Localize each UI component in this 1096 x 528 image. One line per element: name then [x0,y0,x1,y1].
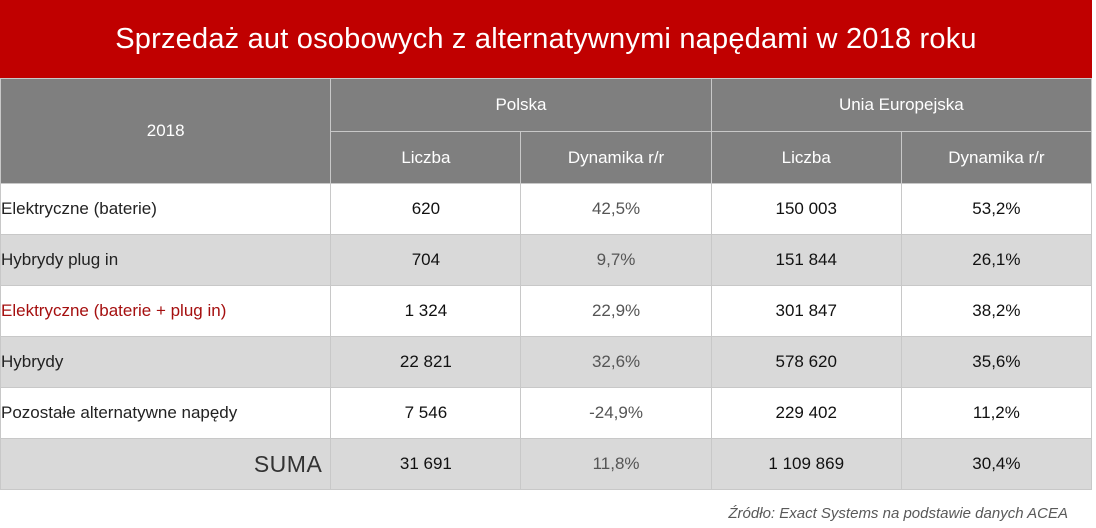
eu-dynamics-cell: 35,6% [900,336,1093,388]
header-eu-count: Liczba [710,131,902,184]
pl-count-cell: 31 691 [330,438,522,490]
eu-count-cell: 578 620 [710,336,902,388]
eu-count-cell: 151 844 [710,234,902,286]
eu-dynamics-cell: 26,1% [900,234,1093,286]
header-pl-dynamics: Dynamika r/r [520,131,712,184]
pl-count-cell: 704 [330,234,522,286]
table-row: Elektryczne (baterie + plug in) 1 324 22… [0,285,1093,337]
table-row: Hybrydy plug in 704 9,7% 151 844 26,1% [0,234,1093,286]
row-label: Elektryczne (baterie) [0,183,332,235]
eu-count-cell: 301 847 [710,285,902,337]
eu-dynamics-cell: 53,2% [900,183,1093,235]
pl-dynamics-cell: 11,8% [520,438,712,490]
pl-count-cell: 7 546 [330,387,522,439]
eu-count-cell: 1 109 869 [710,438,902,490]
pl-dynamics-cell: 22,9% [520,285,712,337]
header-pl-count: Liczba [330,131,522,184]
sales-table: 2018 Polska Unia Europejska Liczba Dynam… [0,78,1093,490]
pl-dynamics-cell: 42,5% [520,183,712,235]
table-row: Elektryczne (baterie) 620 42,5% 150 003 … [0,183,1093,235]
row-label-total: SUMA [0,438,332,490]
eu-count-cell: 150 003 [710,183,902,235]
row-label: Hybrydy [0,336,332,388]
header-group-eu: Unia Europejska [710,78,1093,132]
header-group-poland: Polska [330,78,712,132]
table-row-total: SUMA 31 691 11,8% 1 109 869 30,4% [0,438,1093,490]
eu-count-cell: 229 402 [710,387,902,439]
header-eu-dynamics: Dynamika r/r [900,131,1093,184]
eu-dynamics-cell: 38,2% [900,285,1093,337]
row-label: Elektryczne (baterie + plug in) [0,285,332,337]
row-label: Pozostałe alternatywne napędy [0,387,332,439]
source-note: Źródło: Exact Systems na podstawie danyc… [728,505,1068,522]
pl-count-cell: 620 [330,183,522,235]
pl-dynamics-cell: -24,9% [520,387,712,439]
row-label: Hybrydy plug in [0,234,332,286]
table-row: Pozostałe alternatywne napędy 7 546 -24,… [0,387,1093,439]
page-title: Sprzedaż aut osobowych z alternatywnymi … [0,0,1092,78]
eu-dynamics-cell: 30,4% [900,438,1093,490]
table-row: Hybrydy 22 821 32,6% 578 620 35,6% [0,336,1093,388]
pl-count-cell: 22 821 [330,336,522,388]
pl-count-cell: 1 324 [330,285,522,337]
pl-dynamics-cell: 9,7% [520,234,712,286]
pl-dynamics-cell: 32,6% [520,336,712,388]
eu-dynamics-cell: 11,2% [900,387,1093,439]
header-year: 2018 [0,78,332,184]
